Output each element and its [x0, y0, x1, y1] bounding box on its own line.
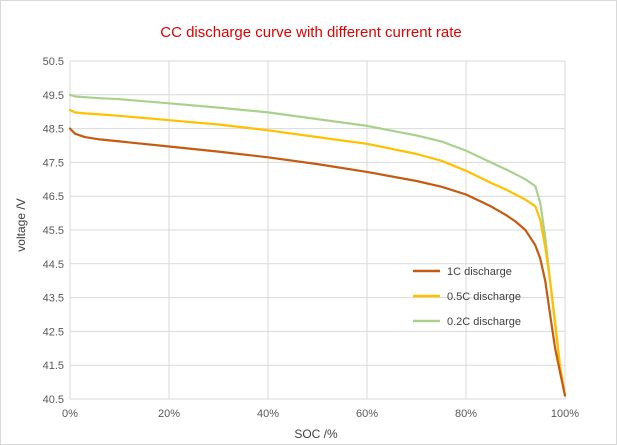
y-tick-label: 40.5 [43, 394, 64, 406]
y-tick-label: 45.5 [43, 225, 64, 237]
legend: 1C discharge 0.5C discharge 0.2C discharge [413, 266, 521, 328]
x-tick-label: 20% [158, 408, 180, 420]
x-tick-label: 0% [62, 408, 78, 420]
y-tick-label: 42.5 [43, 326, 64, 338]
y-tick-label: 49.5 [43, 90, 64, 102]
y-tick-label: 50.5 [43, 56, 64, 68]
y-tick-label: 47.5 [43, 157, 64, 169]
grid-layer [69, 60, 566, 400]
legend-label: 0.2C discharge [447, 316, 521, 328]
legend-label: 1C discharge [447, 266, 512, 278]
legend-label: 0.5C discharge [447, 291, 521, 303]
chart-title: CC discharge curve with different curren… [160, 24, 462, 41]
y-tick-label: 41.5 [43, 360, 64, 372]
axis-layer: 40.5 41.5 42.5 43.5 44.5 45.5 46.5 47.5 48.5 49.5… [43, 56, 580, 420]
x-axis-title: SOC /% [294, 427, 338, 441]
y-tick-label: 48.5 [43, 124, 64, 136]
y-tick-label: 46.5 [43, 191, 64, 203]
y-tick-label: 44.5 [43, 259, 64, 271]
series-layer [68, 93, 567, 397]
series-line [68, 108, 567, 397]
x-tick-label: 100% [551, 408, 579, 420]
x-tick-label: 40% [257, 408, 279, 420]
x-tick-label: 80% [455, 408, 477, 420]
series-line [68, 93, 567, 397]
x-tick-label: 60% [356, 408, 378, 420]
y-tick-label: 43.5 [43, 293, 64, 305]
series-line [68, 127, 567, 397]
y-axis-title: voltage /V [14, 198, 28, 251]
